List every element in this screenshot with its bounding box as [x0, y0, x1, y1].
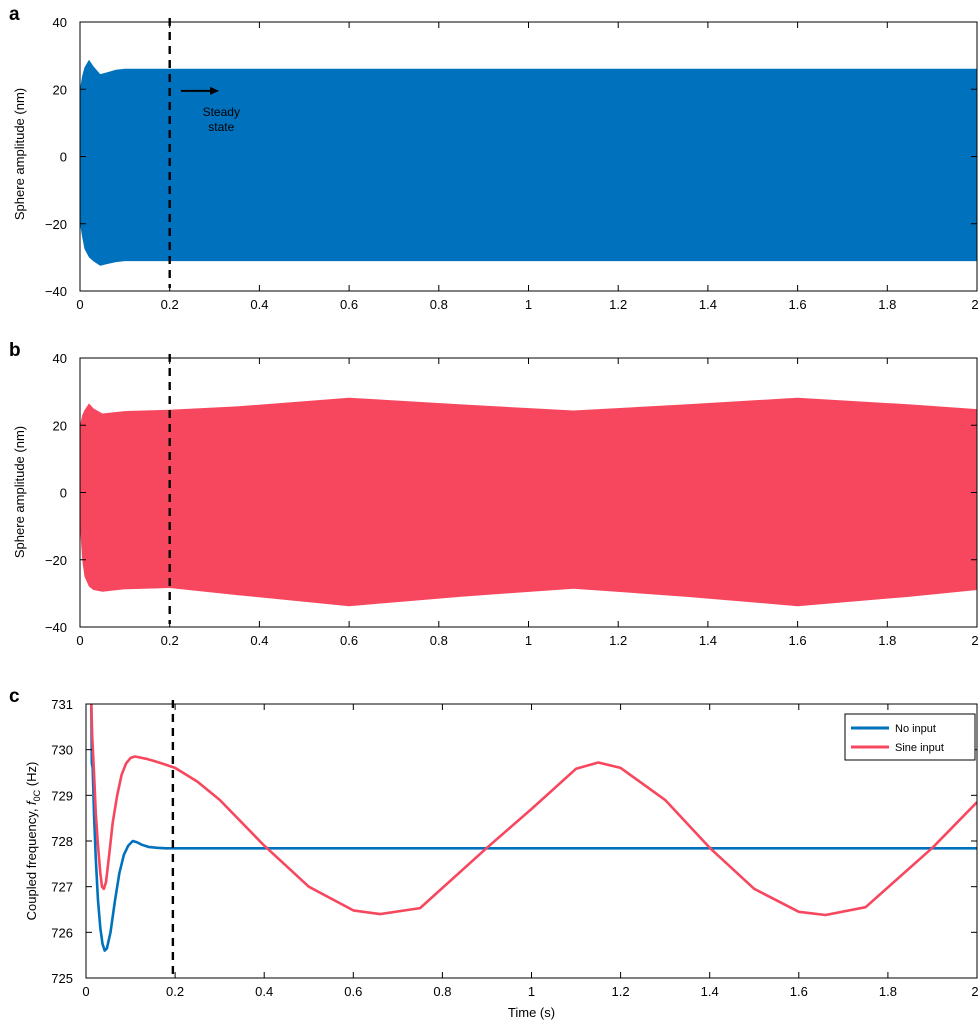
x-tick-label: 0.4 [250, 297, 268, 312]
x-tick-label: 1 [525, 633, 532, 648]
steady-state-arrow-head [210, 86, 220, 95]
x-tick-label: 0.6 [340, 297, 358, 312]
y-axis-label-part: f [24, 800, 39, 805]
series-group [90, 704, 977, 952]
series-group [80, 59, 977, 266]
y-tick-label: −40 [45, 284, 67, 299]
x-tick-label: 1.4 [701, 984, 719, 999]
x-tick-label: 0.8 [430, 633, 448, 648]
steady-state-annotation: state [208, 120, 234, 134]
y-tick-label: 731 [51, 697, 73, 712]
y-axis-label: Sphere amplitude (nm) [12, 88, 27, 220]
x-tick-label: 0 [82, 984, 89, 999]
y-tick-label: 40 [53, 351, 67, 366]
x-tick-label: 1.4 [699, 633, 717, 648]
series-group [80, 397, 977, 607]
x-tick-label: 1.2 [609, 633, 627, 648]
steady-state-annotation: Steady [203, 105, 240, 119]
x-tick-label: 1.8 [878, 297, 896, 312]
amplitude-envelope-b [80, 397, 977, 607]
x-tick-label: 0.8 [433, 984, 451, 999]
y-tick-label: 729 [51, 788, 73, 803]
x-tick-label: 1.8 [878, 633, 896, 648]
x-tick-label: 1.6 [789, 633, 807, 648]
x-tick-label: 0.4 [250, 633, 268, 648]
y-tick-label: 728 [51, 834, 73, 849]
y-tick-label: −20 [45, 553, 67, 568]
legend-label: Sine input [895, 742, 944, 754]
x-tick-label: 1.4 [699, 297, 717, 312]
x-tick-label: 0 [76, 297, 83, 312]
x-tick-label: 1.2 [612, 984, 630, 999]
legend-box [844, 713, 976, 761]
y-axis-label-part: 0C [32, 789, 42, 801]
x-tick-label: 0.8 [430, 297, 448, 312]
y-tick-label: −40 [45, 620, 67, 635]
x-axis-label: Time (s) [508, 1005, 555, 1020]
panel-label-c: c [9, 686, 20, 707]
x-tick-label: 1.2 [609, 297, 627, 312]
y-tick-label: 20 [53, 82, 67, 97]
panel-label-b: b [9, 340, 21, 361]
x-tick-label: 1 [525, 297, 532, 312]
legend-label: No input [895, 723, 936, 735]
y-tick-label: 0 [60, 150, 67, 165]
x-tick-label: 1.6 [790, 984, 808, 999]
series-line-sine-input [90, 704, 977, 917]
y-axis-label: Coupled frequency, f0C (Hz) [24, 762, 42, 921]
x-tick-label: 0.2 [161, 297, 179, 312]
plot-frame [85, 703, 978, 979]
x-tick-label: 0.6 [340, 633, 358, 648]
x-tick-label: 0 [76, 633, 83, 648]
x-tick-label: 0.6 [344, 984, 362, 999]
amplitude-envelope-a [80, 59, 977, 266]
x-tick-label: 2 [971, 297, 978, 312]
x-tick-label: 2 [971, 633, 978, 648]
y-tick-label: 40 [53, 15, 67, 30]
x-tick-label: 2 [971, 984, 978, 999]
x-tick-label: 0.2 [161, 633, 179, 648]
y-axis-label-part: (Hz) [24, 762, 39, 790]
y-tick-label: 0 [60, 486, 67, 501]
y-axis-label-part: Coupled frequency, [24, 805, 39, 920]
y-tick-label: 726 [51, 925, 73, 940]
x-tick-label: 1 [528, 984, 535, 999]
panel-label-a: a [9, 4, 20, 25]
panel-c-chart: c 0 0.2 0.4 0.6 0.8 1 1.2 1.4 1.6 1.8 2 725 726 727 728… [9, 686, 979, 1020]
panel-a-chart: a 0 0.2 0.4 0.6 0.8 1 1.2 1.4 1.6 1.8 2 −40 −20 0 20 40 S… [9, 4, 979, 312]
x-tick-label: 0.4 [255, 984, 273, 999]
x-tick-label: 1.6 [789, 297, 807, 312]
y-tick-label: 730 [51, 743, 73, 758]
x-tick-label: 1.8 [879, 984, 897, 999]
panel-b-chart: b 0 0.2 0.4 0.6 0.8 1 1.2 1.4 1.6 1.8 2 −40 −20 0 20 40 S… [9, 340, 979, 648]
y-tick-label: −20 [45, 217, 67, 232]
y-tick-label: 725 [51, 971, 73, 986]
y-tick-label: 727 [51, 880, 73, 895]
y-axis-label: Sphere amplitude (nm) [12, 426, 27, 558]
y-tick-label: 20 [53, 418, 67, 433]
x-tick-label: 0.2 [166, 984, 184, 999]
series-line-no-input [90, 704, 977, 952]
